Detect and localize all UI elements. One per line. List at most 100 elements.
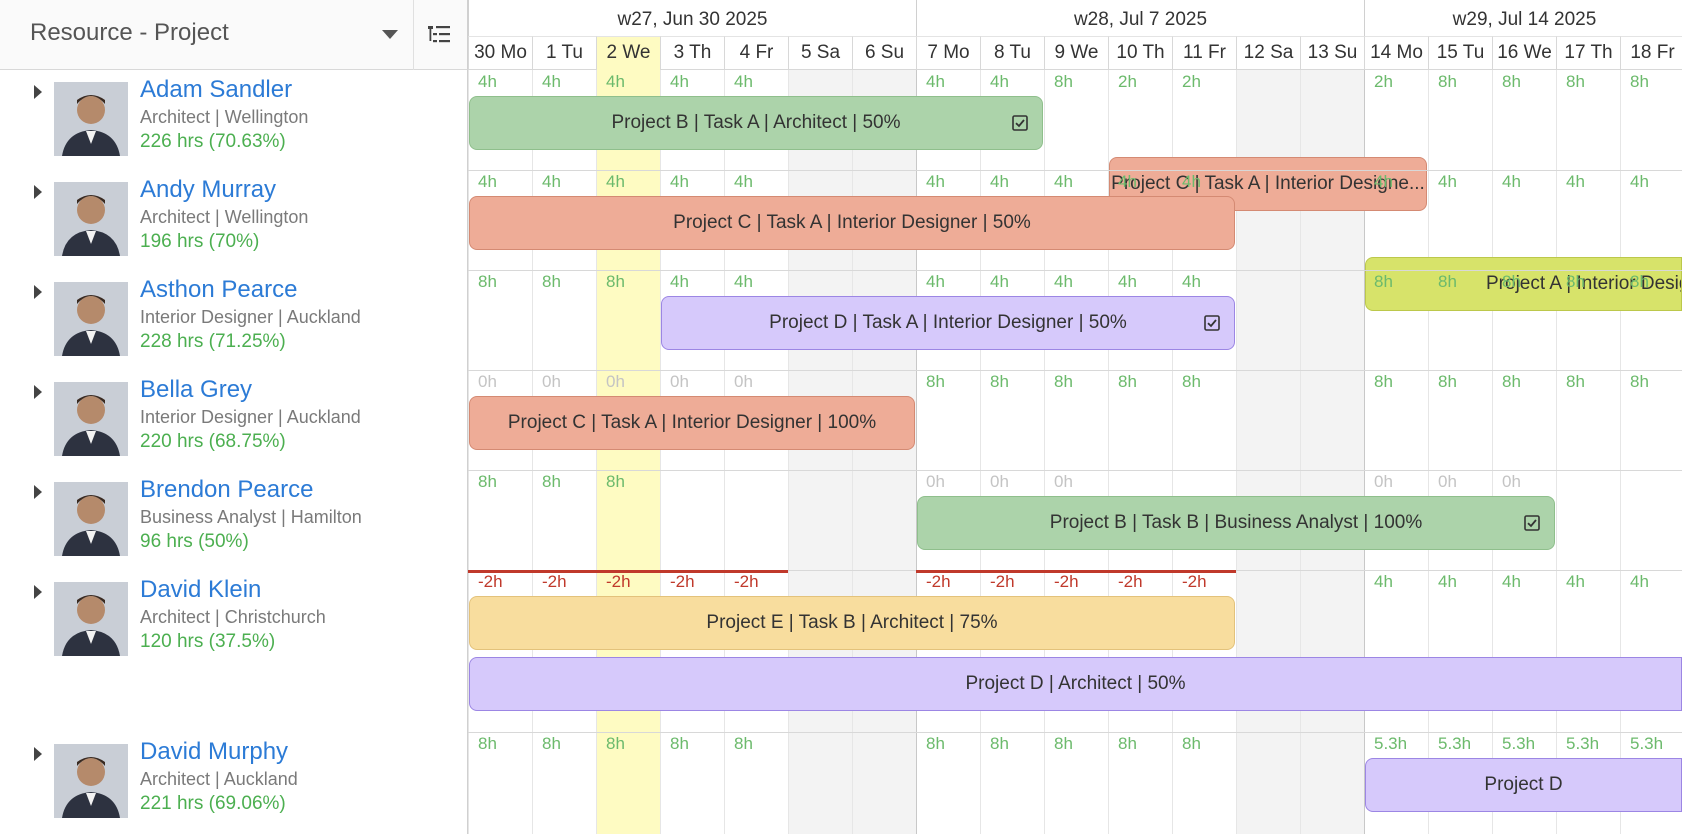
daily-hours: 0h xyxy=(1374,472,1393,491)
resource-row-info: Brendon Pearce Business Analyst | Hamilto… xyxy=(0,470,468,570)
week-header: w29, Jul 14 2025 xyxy=(1364,0,1682,36)
chevron-down-icon[interactable] xyxy=(382,30,398,39)
daily-hours: 8h xyxy=(1118,372,1137,391)
day-header[interactable]: 18 Fr xyxy=(1620,36,1682,70)
resource-hours: 221 hrs (69.06%) xyxy=(140,793,286,814)
day-header[interactable]: 17 Th xyxy=(1556,36,1620,70)
expand-row-icon[interactable] xyxy=(34,85,42,99)
assignment-bar[interactable]: Project C | Task A | Interior Designer |… xyxy=(469,396,915,450)
resource-hours: 196 hrs (70%) xyxy=(140,231,260,252)
expand-row-icon[interactable] xyxy=(34,285,42,299)
day-header[interactable]: 5 Sa xyxy=(788,36,852,70)
daily-hours: 4h xyxy=(926,272,945,291)
day-header[interactable]: 13 Su xyxy=(1300,36,1364,70)
resource-name-link[interactable]: Brendon Pearce xyxy=(140,476,314,503)
assignment-bar[interactable]: Project D xyxy=(1365,758,1682,812)
day-header[interactable]: 10 Th xyxy=(1108,36,1172,70)
daily-hours: 8h xyxy=(1054,72,1073,91)
day-header[interactable]: 16 We xyxy=(1492,36,1556,70)
daily-hours: 8h xyxy=(478,734,497,753)
expand-row-icon[interactable] xyxy=(34,385,42,399)
daily-hours: 8h xyxy=(1502,372,1521,391)
resource-name-link[interactable]: Asthon Pearce xyxy=(140,276,298,303)
daily-hours: 4h xyxy=(990,272,1009,291)
daily-hours: 0h xyxy=(542,372,561,391)
daily-hours: 4h xyxy=(1054,172,1073,191)
day-column xyxy=(660,70,724,834)
daily-hours: 8h xyxy=(1438,272,1457,291)
expand-row-icon[interactable] xyxy=(34,485,42,499)
assignment-bar[interactable]: Project D | Architect | 50% xyxy=(469,657,1682,711)
daily-hours: 8h xyxy=(542,734,561,753)
resource-role: Interior Designer | Auckland xyxy=(140,307,361,327)
assignment-bar[interactable]: Project C | Task A | Interior Designer |… xyxy=(469,196,1235,250)
day-header[interactable]: 15 Tu xyxy=(1428,36,1492,70)
expand-row-icon[interactable] xyxy=(34,747,42,761)
checkbox-checked-icon[interactable] xyxy=(1012,115,1028,131)
resource-hours: 228 hrs (71.25%) xyxy=(140,331,286,352)
daily-hours: 0h xyxy=(1502,472,1521,491)
person-avatar-icon xyxy=(54,482,128,556)
avatar xyxy=(54,482,128,556)
day-header[interactable]: 6 Su xyxy=(852,36,916,70)
daily-hours: 8h xyxy=(926,372,945,391)
checkbox-checked-icon[interactable] xyxy=(1524,515,1540,531)
day-header[interactable]: 30 Mo xyxy=(468,36,532,70)
daily-hours: 0h xyxy=(670,372,689,391)
assignment-bar[interactable]: Project B | Task B | Business Analyst | … xyxy=(917,496,1555,550)
daily-hours: 4h xyxy=(1566,572,1585,591)
assignment-bar[interactable]: Project D | Task A | Interior Designer |… xyxy=(661,296,1235,350)
day-column xyxy=(1172,70,1236,834)
assignment-bar[interactable]: Project B | Task A | Architect | 50% xyxy=(469,96,1043,150)
resource-name-link[interactable]: David Klein xyxy=(140,576,262,603)
daily-hours: 4h xyxy=(1118,172,1137,191)
day-column xyxy=(1364,70,1428,834)
checkbox-checked-icon[interactable] xyxy=(1204,315,1220,331)
daily-hours: -2h xyxy=(542,572,567,591)
daily-hours: -2h xyxy=(670,572,695,591)
day-header[interactable]: 2 We xyxy=(596,36,660,70)
daily-hours: 4h xyxy=(1054,272,1073,291)
day-column xyxy=(1428,70,1492,834)
resource-name-link[interactable]: Andy Murray xyxy=(140,176,277,203)
assignment-bar[interactable]: Project A | Interior Desig xyxy=(1365,257,1682,311)
person-avatar-icon xyxy=(54,744,128,818)
daily-hours: -2h xyxy=(1118,572,1143,591)
day-header[interactable]: 4 Fr xyxy=(724,36,788,70)
resource-name-link[interactable]: Adam Sandler xyxy=(140,76,293,103)
resource-hours: 226 hrs (70.63%) xyxy=(140,131,286,152)
overbooked-indicator xyxy=(468,570,788,573)
day-header[interactable]: 9 We xyxy=(1044,36,1108,70)
avatar xyxy=(54,744,128,818)
day-header[interactable]: 11 Fr xyxy=(1172,36,1236,70)
day-header[interactable]: 1 Tu xyxy=(532,36,596,70)
daily-hours: 8h xyxy=(990,734,1009,753)
list-tree-icon[interactable] xyxy=(424,20,454,50)
daily-hours: -2h xyxy=(1054,572,1079,591)
day-header[interactable]: 3 Th xyxy=(660,36,724,70)
daily-hours: -2h xyxy=(734,572,759,591)
daily-hours: 0h xyxy=(606,372,625,391)
view-selector-dropdown[interactable]: Resource - Project xyxy=(0,0,414,70)
day-header[interactable]: 7 Mo xyxy=(916,36,980,70)
expand-row-icon[interactable] xyxy=(34,185,42,199)
assignment-bar[interactable]: Project E | Task B | Architect | 75% xyxy=(469,596,1235,650)
resource-name-link[interactable]: Bella Grey xyxy=(140,376,253,403)
daily-hours: 4h xyxy=(542,72,561,91)
daily-hours: 8h xyxy=(542,272,561,291)
row-divider xyxy=(0,170,1682,171)
week-header: w27, Jun 30 2025 xyxy=(468,0,916,36)
assignment-label: Project D xyxy=(1484,774,1563,795)
daily-hours: 8h xyxy=(1630,272,1649,291)
daily-hours: 8h xyxy=(542,472,561,491)
daily-hours: 5.3h xyxy=(1374,734,1408,753)
day-header[interactable]: 8 Tu xyxy=(980,36,1044,70)
day-header[interactable]: 14 Mo xyxy=(1364,36,1428,70)
resource-name-link[interactable]: David Murphy xyxy=(140,738,289,765)
week-label: w27, Jun 30 2025 xyxy=(617,9,768,30)
avatar xyxy=(54,282,128,356)
daily-hours: 8h xyxy=(926,734,945,753)
day-header[interactable]: 12 Sa xyxy=(1236,36,1300,70)
expand-row-icon[interactable] xyxy=(34,585,42,599)
overbooked-indicator xyxy=(916,570,1236,573)
